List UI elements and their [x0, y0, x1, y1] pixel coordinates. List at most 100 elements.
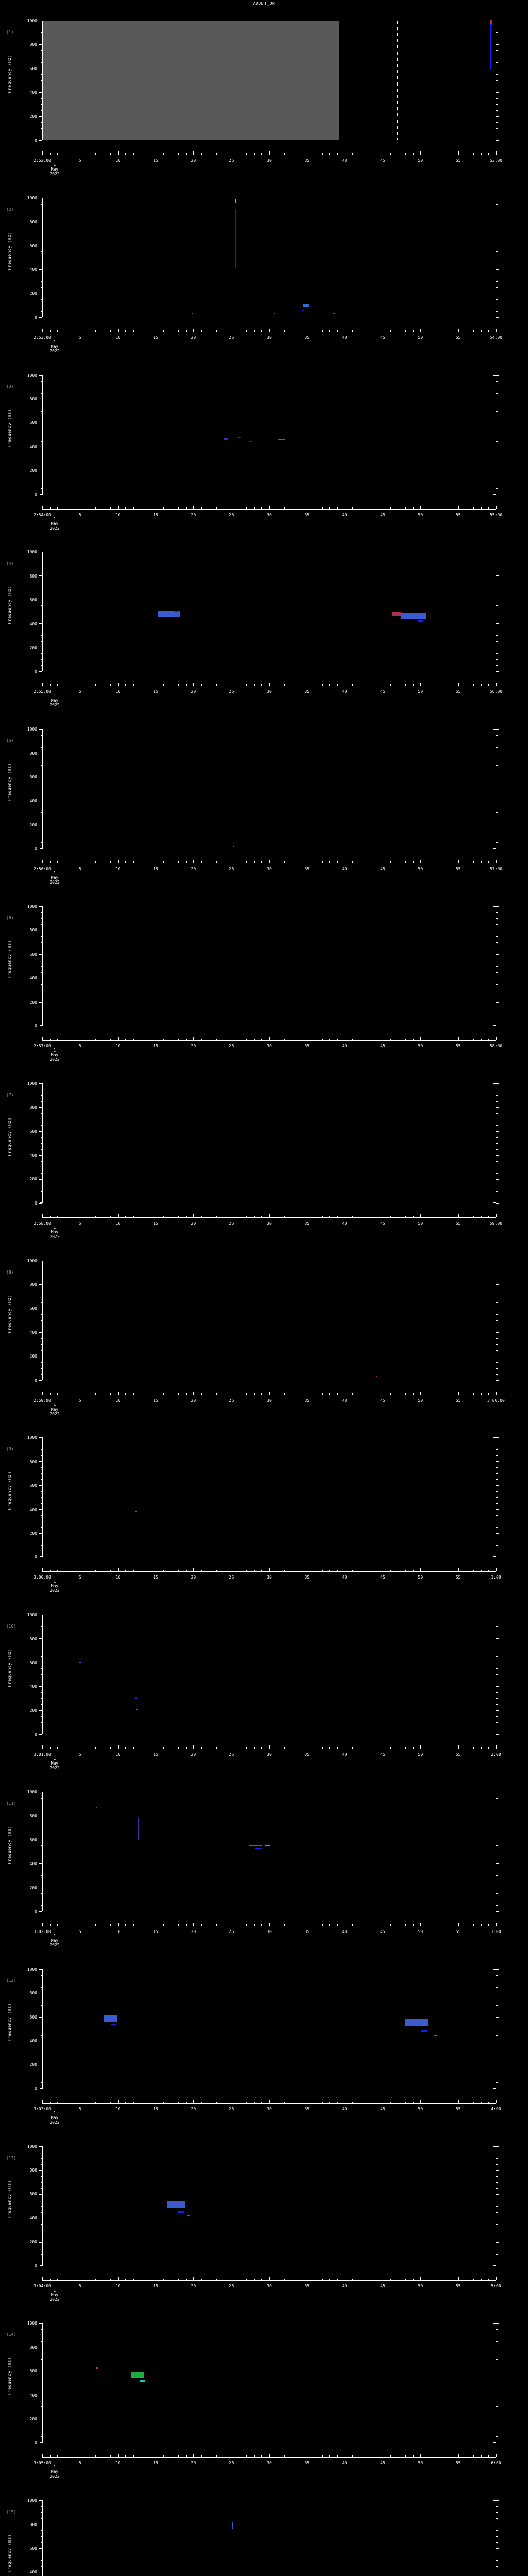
- y-axis-minor-tick: [41, 2212, 42, 2213]
- y-axis-left-spine: [42, 2146, 43, 2266]
- x-axis-minor-tick: [163, 1747, 164, 1749]
- y-axis-tick-label: 0: [35, 1200, 37, 1206]
- plot-area[interactable]: [42, 1969, 496, 2089]
- axis-corner-cap: [493, 906, 496, 907]
- x-axis-tick: [42, 151, 43, 155]
- x-axis-minor-tick: [95, 2278, 96, 2280]
- x-axis-tick: [420, 1391, 421, 1395]
- y-axis-tick-label: 600: [29, 598, 37, 603]
- x-axis-tick-label: 20: [191, 2283, 196, 2289]
- x-axis-minor-tick: [133, 1215, 134, 1217]
- x-axis-tick-label: 35: [304, 1752, 310, 1757]
- x-axis-tick: [458, 2454, 459, 2458]
- plot-area[interactable]: [42, 1260, 496, 1380]
- y-axis-minor-tick-right: [496, 966, 498, 967]
- y-axis-minor-tick: [41, 2560, 42, 2561]
- plot-area[interactable]: [42, 2500, 496, 2576]
- x-axis-tick-label: 20: [191, 689, 196, 694]
- axis-corner-cap: [493, 2265, 496, 2266]
- x-axis-minor-tick: [405, 153, 406, 155]
- x-axis-tick-label: 5: [78, 1221, 81, 1226]
- x-axis-minor-tick: [413, 1924, 414, 1926]
- x-axis-date-label: 1 May 2022: [43, 871, 66, 885]
- x-axis-tick-label: 20: [191, 335, 196, 340]
- x-axis-minor-tick: [50, 1924, 51, 1926]
- x-axis-tick: [420, 328, 421, 332]
- x-axis-minor-tick: [95, 507, 96, 509]
- x-axis-minor-tick: [413, 1393, 414, 1395]
- plot-area[interactable]: [42, 552, 496, 672]
- x-axis-minor-tick: [57, 1393, 58, 1395]
- x-axis-minor-tick: [284, 1393, 285, 1395]
- y-axis-minor-tick-right: [496, 765, 498, 766]
- x-axis-minor-tick: [246, 1570, 247, 1572]
- x-axis-tick-label: 35: [304, 1044, 310, 1048]
- y-axis-minor-tick-right: [496, 488, 498, 489]
- x-axis-minor-tick: [337, 1570, 338, 1572]
- plot-area[interactable]: [42, 1083, 496, 1203]
- x-axis-minor-tick: [481, 861, 482, 863]
- x-axis-minor-tick: [178, 153, 179, 155]
- x-axis-tick: [269, 1923, 270, 1926]
- plot-area[interactable]: [42, 1615, 496, 1735]
- plot-area[interactable]: [42, 197, 496, 317]
- x-axis-minor-tick: [133, 1039, 134, 1040]
- x-axis-tick: [496, 1037, 497, 1040]
- y-axis-tick: [39, 623, 42, 624]
- x-axis-minor-tick: [110, 1747, 111, 1749]
- y-axis-minor-tick-right: [496, 1987, 498, 1988]
- date-line: May: [51, 875, 59, 880]
- detection-mark: [303, 304, 309, 307]
- detection-mark: [192, 313, 194, 314]
- y-axis-minor-tick-right: [496, 1173, 498, 1174]
- x-axis-minor-tick: [133, 2455, 134, 2458]
- y-axis-minor-tick: [41, 1095, 42, 1096]
- x-axis-minor-tick: [284, 2455, 285, 2458]
- axis-corner-cap: [493, 1025, 496, 1026]
- plot-area[interactable]: [42, 1792, 496, 1911]
- y-axis-minor-tick-right: [496, 74, 498, 75]
- y-axis-minor-tick-right: [496, 2329, 498, 2330]
- x-axis-tick-label: 40: [342, 1752, 348, 1757]
- x-axis-minor-tick: [110, 153, 111, 155]
- y-axis-minor-tick: [41, 1314, 42, 1315]
- x-axis-tick: [118, 1214, 119, 1217]
- plot-area[interactable]: [42, 375, 496, 495]
- y-axis-minor-tick-right: [496, 942, 498, 943]
- plot-area[interactable]: [42, 1437, 496, 1557]
- x-axis-tick-label: 35: [304, 1575, 310, 1580]
- y-axis-tick-right: [496, 623, 499, 624]
- x-axis-minor-tick: [133, 1570, 134, 1572]
- y-axis-minor-tick: [41, 1161, 42, 1162]
- x-axis-tick-label: 5: [78, 1752, 81, 1757]
- y-axis-tick-label: 200: [29, 1354, 37, 1359]
- y-axis-minor-tick: [41, 665, 42, 666]
- x-axis-tick-label: 58:00: [489, 1044, 503, 1048]
- x-axis-minor-tick: [473, 2455, 474, 2458]
- x-axis-tick: [420, 2277, 421, 2280]
- x-axis-minor-tick: [110, 684, 111, 686]
- x-axis-tick-label: 5: [78, 867, 81, 872]
- plot-area[interactable]: [42, 729, 496, 849]
- x-axis-tick-label: 15: [153, 2283, 158, 2289]
- x-axis-minor-tick: [322, 330, 323, 332]
- y-axis-tick-right: [496, 1710, 499, 1711]
- axis-corner-cap: [40, 494, 42, 495]
- boundary-dashed-line: [397, 21, 398, 140]
- y-axis-title: Frequency (Hz): [7, 1294, 12, 1333]
- y-axis-minor-tick: [41, 2536, 42, 2537]
- y-axis-minor-tick-right: [496, 1161, 498, 1162]
- plot-area[interactable]: [42, 906, 496, 1026]
- plot-area[interactable]: [42, 2146, 496, 2266]
- x-axis-minor-tick: [246, 2455, 247, 2458]
- x-axis-minor-tick: [473, 1215, 474, 1217]
- date-line: May: [51, 344, 59, 349]
- y-axis-minor-tick: [41, 1350, 42, 1351]
- x-axis-minor-tick: [57, 507, 58, 509]
- y-axis-minor-tick: [41, 1698, 42, 1699]
- axis-corner-cap: [40, 848, 42, 849]
- y-axis-minor-tick-right: [496, 924, 498, 925]
- plot-area[interactable]: [42, 2323, 496, 2443]
- x-axis-tick: [496, 2277, 497, 2280]
- y-axis-minor-tick-right: [496, 1449, 498, 1450]
